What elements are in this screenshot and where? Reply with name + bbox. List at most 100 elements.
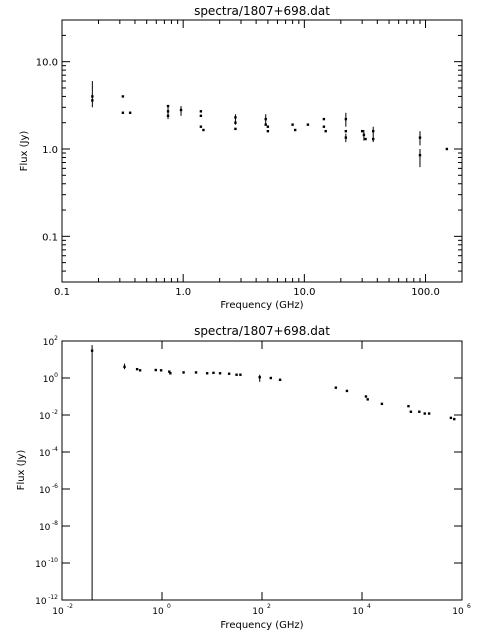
data-point (121, 95, 125, 98)
data-point (293, 128, 297, 132)
data-point (239, 373, 242, 376)
x-tick-label: 100.0 (411, 287, 440, 298)
data-point (418, 410, 421, 413)
x-tick-label: 10.0 (293, 287, 315, 298)
data-point (291, 123, 294, 126)
bottom-plot-data-points (90, 345, 456, 600)
data-point (182, 371, 185, 374)
x-tick-label: 10 (352, 607, 364, 617)
y-tick-label: 1.0 (42, 145, 58, 156)
data-point (344, 117, 348, 121)
x-tick-label: 0.1 (54, 287, 70, 298)
data-point (123, 365, 126, 369)
data-point (364, 395, 368, 398)
data-point (166, 104, 170, 108)
y-tick-label: 10 (39, 449, 51, 459)
data-point (362, 133, 366, 137)
y-tick-exponent: -10 (48, 557, 58, 564)
top-plot-title: spectra/1807+698.dat (194, 4, 330, 18)
y-tick-label: 10 (43, 338, 55, 348)
y-tick-label: 10 (39, 412, 51, 422)
data-point (360, 129, 364, 133)
y-tick-label: 10 (43, 375, 55, 385)
data-point (234, 116, 237, 119)
top-plot-ylabel: Flux (Jy) (19, 131, 30, 172)
bottom-plot-title: spectra/1807+698.dat (194, 324, 330, 338)
data-point (322, 117, 326, 121)
data-point (166, 114, 170, 117)
data-point (227, 372, 231, 375)
top-plot-y-axis: 0.1 1.0 10.0 (36, 19, 462, 283)
data-point (154, 368, 157, 372)
data-point (199, 125, 203, 128)
y-tick-label: 10 (35, 560, 47, 570)
data-point (91, 95, 94, 98)
data-point (278, 378, 282, 381)
data-point (199, 110, 203, 113)
data-point (166, 110, 170, 113)
data-point (169, 372, 172, 375)
data-point (445, 147, 449, 151)
y-tick-exponent: -6 (52, 483, 58, 490)
data-point (334, 386, 338, 389)
y-tick-exponent: -8 (52, 520, 58, 527)
data-point (194, 371, 198, 374)
data-point (121, 111, 125, 114)
y-tick-exponent: -2 (52, 409, 58, 416)
x-tick-label: 10 (252, 607, 264, 617)
y-tick-exponent: -4 (52, 446, 58, 453)
data-point (372, 137, 375, 141)
y-tick-label: 0.1 (42, 232, 58, 243)
data-point (205, 372, 209, 375)
data-point (199, 114, 203, 117)
data-point (128, 111, 132, 114)
x-tick-label: 10 (52, 607, 64, 617)
data-point (179, 108, 183, 112)
data-point (322, 125, 326, 128)
x-tick-label: 10 (452, 607, 464, 617)
x-tick-exponent: -2 (67, 603, 73, 610)
data-point (168, 370, 171, 373)
data-point (218, 372, 222, 375)
x-tick-exponent: 0 (167, 603, 171, 610)
data-point (91, 99, 94, 102)
data-point (418, 153, 422, 157)
data-point (345, 389, 349, 393)
data-point (212, 371, 215, 375)
y-tick-exponent: -12 (48, 594, 58, 601)
data-point (364, 137, 367, 141)
top-plot-data-points (91, 81, 449, 168)
top-plot-frame (61, 19, 463, 283)
y-tick-exponent: 2 (54, 335, 58, 342)
data-point (372, 129, 375, 133)
top-plot-xlabel: Frequency (GHz) (220, 300, 303, 311)
data-point (453, 417, 456, 421)
y-tick-label: 10 (39, 523, 51, 533)
y-tick-label: 10.0 (36, 58, 58, 69)
data-point (234, 127, 237, 131)
data-point (202, 128, 205, 132)
data-point (258, 376, 261, 379)
data-point (427, 412, 431, 415)
data-point (366, 398, 369, 401)
data-point (409, 410, 413, 413)
data-point (324, 129, 327, 133)
x-tick-exponent: 4 (367, 603, 371, 610)
data-point (135, 367, 139, 371)
data-point (418, 136, 422, 139)
data-point (264, 117, 267, 121)
data-point (159, 369, 163, 372)
data-point (234, 121, 237, 124)
data-point (90, 349, 94, 352)
data-point (449, 416, 453, 420)
bottom-plot-frame (61, 340, 463, 601)
data-point (344, 136, 348, 139)
bottom-plot-xlabel: Frequency (GHz) (220, 620, 303, 631)
x-tick-exponent: 6 (467, 603, 471, 610)
y-tick-label: 10 (35, 597, 47, 607)
x-tick-label: 1.0 (175, 287, 191, 298)
data-point (380, 402, 384, 406)
